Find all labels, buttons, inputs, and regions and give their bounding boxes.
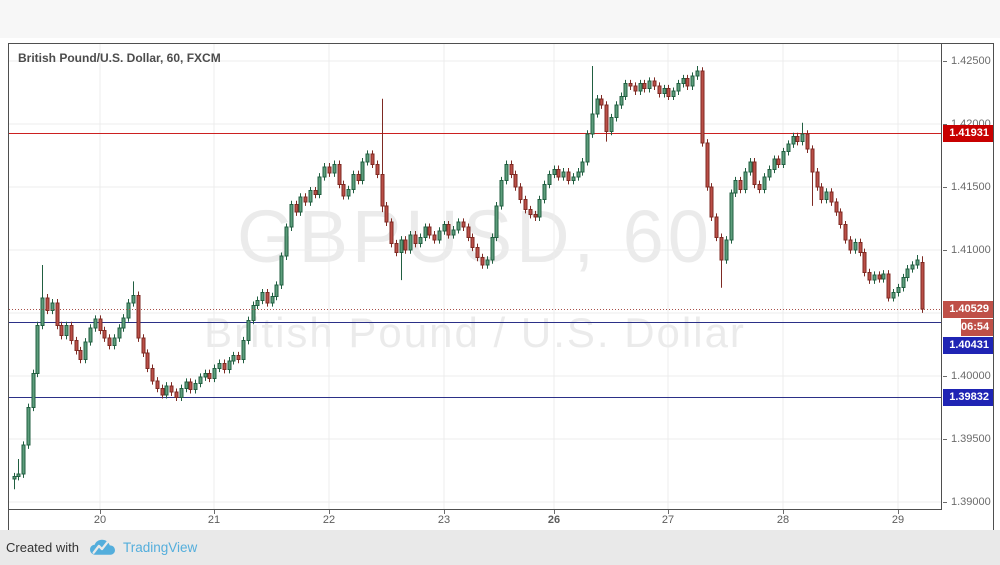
time-tick-label: 21 bbox=[207, 514, 221, 526]
price-tick-dash bbox=[943, 250, 947, 251]
time-tick-label: 29 bbox=[891, 514, 905, 526]
time-tick-dash bbox=[214, 510, 215, 514]
price-tick-dash bbox=[943, 439, 947, 440]
time-tick-dash bbox=[783, 510, 784, 514]
page-top-band bbox=[0, 0, 1000, 38]
price-tick-dash bbox=[943, 376, 947, 377]
time-tick-dash bbox=[668, 510, 669, 514]
price-tick-dash bbox=[943, 187, 947, 188]
tradingview-logo-icon[interactable] bbox=[89, 539, 116, 556]
level-line-label[interactable]: 1.39832 bbox=[943, 389, 993, 406]
time-tick-dash bbox=[444, 510, 445, 514]
time-tick-label: 23 bbox=[437, 514, 451, 526]
price-tick-dash bbox=[943, 502, 947, 503]
time-tick-label: 28 bbox=[776, 514, 790, 526]
countdown-label[interactable]: 06:54 bbox=[961, 319, 993, 336]
alert-line-label[interactable]: 1.41931 bbox=[943, 125, 993, 142]
time-tick-dash bbox=[554, 510, 555, 514]
time-axis[interactable]: 20 21 22 23 26 27 28 29 bbox=[9, 510, 942, 529]
price-tick-dash bbox=[943, 61, 947, 62]
attribution-footer: Created with TradingView bbox=[0, 530, 1000, 565]
chart-widget: GBPUSD, 60 British Pound / U.S. Dollar B… bbox=[8, 43, 994, 531]
price-tick-label: 1.42500 bbox=[951, 55, 991, 67]
time-tick-label: 20 bbox=[93, 514, 107, 526]
time-tick-dash bbox=[329, 510, 330, 514]
price-tick-label: 1.41500 bbox=[951, 181, 991, 193]
chart-legend-title: British Pound/U.S. Dollar, 60, FXCM bbox=[18, 51, 221, 65]
time-tick-label: 22 bbox=[322, 514, 336, 526]
time-tick-dash bbox=[100, 510, 101, 514]
tradingview-brand-link[interactable]: TradingView bbox=[122, 540, 198, 555]
price-chart-canvas[interactable] bbox=[9, 44, 941, 509]
price-axis[interactable]: 1.425001.420001.415001.410001.405001.400… bbox=[943, 44, 993, 529]
price-tick-label: 1.39500 bbox=[951, 433, 991, 445]
price-tick-label: 1.40000 bbox=[951, 370, 991, 382]
plot-area[interactable]: GBPUSD, 60 British Pound / U.S. Dollar B… bbox=[9, 44, 942, 510]
time-tick-label: 26 bbox=[547, 514, 561, 526]
price-tick-dash bbox=[943, 124, 947, 125]
level-line-label[interactable]: 1.40431 bbox=[943, 337, 993, 354]
time-tick-dash bbox=[898, 510, 899, 514]
price-tick-label: 1.41000 bbox=[951, 244, 991, 256]
time-tick-label: 27 bbox=[661, 514, 675, 526]
price-tick-label: 1.39000 bbox=[951, 496, 991, 508]
candles-series[interactable] bbox=[12, 66, 925, 490]
created-with-label: Created with bbox=[6, 540, 79, 555]
last-price-label[interactable]: 1.40529 bbox=[943, 301, 993, 318]
